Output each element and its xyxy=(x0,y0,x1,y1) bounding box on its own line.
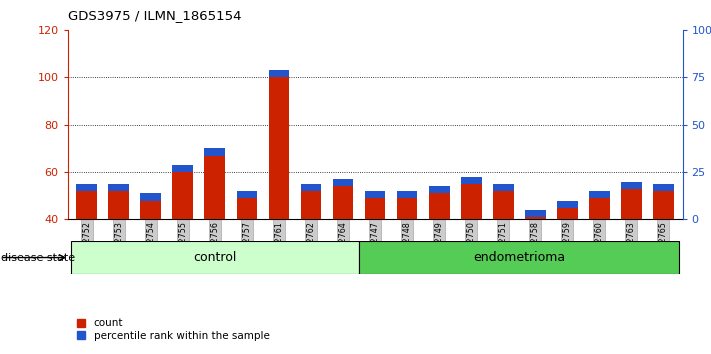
Bar xyxy=(589,198,610,219)
Bar xyxy=(76,184,97,191)
Bar xyxy=(108,191,129,219)
Bar xyxy=(173,165,193,172)
Bar xyxy=(621,189,642,219)
Bar xyxy=(461,177,481,184)
Bar xyxy=(301,184,321,191)
Bar xyxy=(653,191,674,219)
Bar xyxy=(173,172,193,219)
Bar xyxy=(397,198,417,219)
Legend: count, percentile rank within the sample: count, percentile rank within the sample xyxy=(73,314,274,345)
Bar xyxy=(429,193,449,219)
Polygon shape xyxy=(359,241,679,274)
Bar xyxy=(493,184,513,191)
Bar xyxy=(493,191,513,219)
Bar xyxy=(589,191,610,198)
Text: disease state: disease state xyxy=(1,252,75,263)
Text: endometrioma: endometrioma xyxy=(473,251,565,264)
Bar xyxy=(237,191,257,198)
Bar xyxy=(333,179,353,186)
Bar xyxy=(557,200,577,208)
Bar xyxy=(140,193,161,200)
Bar xyxy=(525,210,545,217)
Bar xyxy=(621,182,642,189)
Bar xyxy=(205,148,225,155)
Bar xyxy=(205,155,225,219)
Bar xyxy=(108,184,129,191)
Bar xyxy=(76,191,97,219)
Bar xyxy=(140,200,161,219)
Bar xyxy=(333,186,353,219)
Bar xyxy=(429,186,449,193)
Bar xyxy=(237,198,257,219)
Bar xyxy=(525,217,545,219)
Text: control: control xyxy=(193,251,237,264)
Bar xyxy=(557,208,577,219)
Bar xyxy=(365,198,385,219)
Bar xyxy=(461,184,481,219)
Bar xyxy=(653,184,674,191)
Bar xyxy=(269,70,289,78)
Bar xyxy=(397,191,417,198)
Bar xyxy=(269,78,289,219)
Bar xyxy=(301,191,321,219)
Bar xyxy=(365,191,385,198)
Text: GDS3975 / ILMN_1865154: GDS3975 / ILMN_1865154 xyxy=(68,9,241,22)
Polygon shape xyxy=(71,241,359,274)
